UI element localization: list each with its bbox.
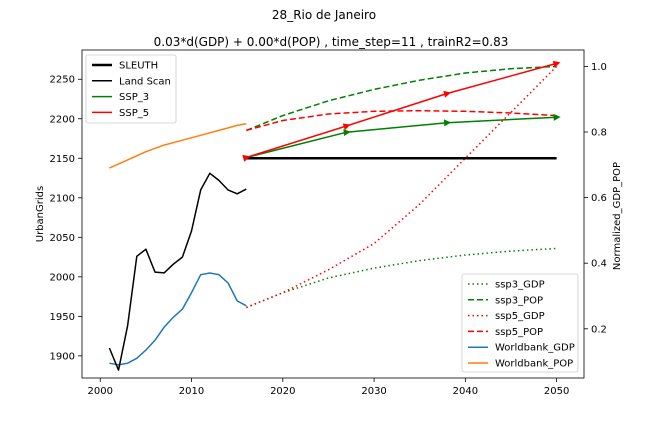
legend-label-ssp3-pop: ssp3_POP [495,295,543,306]
y2-tick-label: 0.8 [591,128,607,139]
y-tick-label: 2200 [50,114,75,125]
legend-label-land-scan: Land Scan [119,76,171,87]
series-line-ssp-3 [246,116,557,159]
series-line-ssp-5 [246,62,557,159]
y-tick-label: 2100 [50,193,75,204]
x-tick-label: 2030 [361,386,386,397]
legend-label-ssp-3: SSP_3 [119,92,149,103]
y2-tick-label: 0.4 [591,259,607,270]
legend-right: ssp3_GDP ssp3_POP ssp5_GDP ssp5_POP Worldban… [461,273,579,373]
series-line-ssp3-pop [246,65,557,132]
x-tick-label: 2050 [544,386,569,397]
series-marker-ssp-3 [443,119,452,127]
series-line-ssp5-gdp [246,65,558,309]
y-tick-label: 1950 [50,312,75,323]
y-tick-label: 2050 [50,233,75,244]
y2-axis-label: Normalized_GDP_POP [612,162,623,270]
series-marker-ssp-5 [342,123,351,131]
series-line-land-scan [108,172,247,371]
y2-tick-label: 1.0 [591,62,607,73]
legend-label-sleuth: SLEUTH [119,61,158,72]
series-line-ssp5-pop [246,109,557,132]
series-marker-ssp-3 [343,128,351,136]
y-tick-label: 2000 [50,272,75,283]
legend-label-ssp3-gdp: ssp3_GDP [495,280,545,291]
legend-label-ssp5-gdp: ssp5_GDP [495,311,545,322]
legend-label-ssp-5: SSP_5 [119,108,149,119]
plot-frame [81,49,585,379]
x-tick-label: 2000 [88,386,113,397]
series-marker-ssp-5 [443,90,451,98]
x-tick-label: 2020 [270,386,295,397]
series-marker-ssp-3 [553,113,561,121]
y-tick-label: 2250 [50,75,75,86]
y-axis-label: UrbanGrids [35,186,46,242]
y-tick-label: 2150 [50,154,75,165]
y-tick-label: 1900 [50,351,75,362]
chart-title: 28_Rio de Janeiro [272,8,376,22]
series-layer [108,60,561,371]
y2-tick-label: 0.6 [591,193,607,204]
x-tick-label: 2010 [179,386,204,397]
legend-label-worldbank-gdp: Worldbank_GDP [495,343,575,354]
series-line-worldbank-pop [109,123,247,169]
series-line-worldbank-gdp [109,272,247,366]
legend-left: SLEUTH Land Scan SSP_3 SSP_5 [85,54,177,124]
legend-label-worldbank-pop: Worldbank_POP [495,359,573,370]
series-marker-ssp-5 [242,155,251,162]
series-marker-ssp-5 [552,60,561,68]
legend-label-ssp5-pop: ssp5_POP [495,327,543,338]
y2-tick-label: 0.2 [591,324,607,335]
x-tick-label: 2040 [453,386,478,397]
chart-subtitle: 0.03*d(GDP) + 0.00*d(POP) , time_step=11… [154,35,509,49]
legend-box [85,54,177,124]
legend-box [461,273,579,373]
axes-layer: 2000 2010 2020 2030 2040 2050 1900 1950 2000 2050… [50,62,607,397]
